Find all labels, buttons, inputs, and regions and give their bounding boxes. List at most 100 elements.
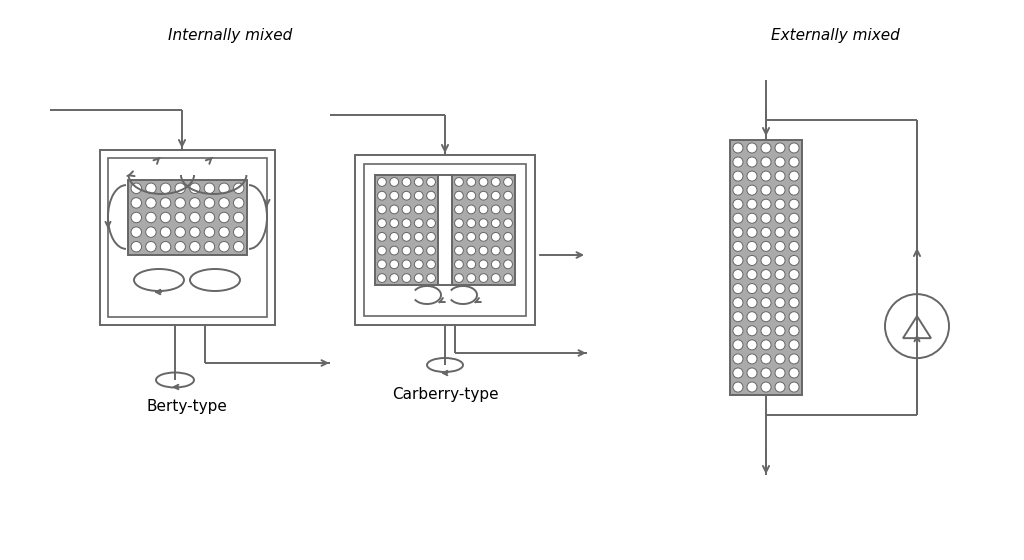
Circle shape xyxy=(761,298,771,307)
Circle shape xyxy=(378,219,386,227)
Circle shape xyxy=(427,274,435,282)
Circle shape xyxy=(790,171,799,181)
Circle shape xyxy=(761,227,771,237)
Circle shape xyxy=(733,255,743,265)
Circle shape xyxy=(219,198,229,208)
Circle shape xyxy=(790,185,799,195)
Circle shape xyxy=(175,183,185,194)
Circle shape xyxy=(479,274,487,282)
Circle shape xyxy=(746,340,757,350)
Circle shape xyxy=(761,185,771,195)
Circle shape xyxy=(455,274,463,282)
Circle shape xyxy=(775,171,785,181)
Bar xyxy=(452,175,515,285)
Circle shape xyxy=(746,269,757,279)
Circle shape xyxy=(467,274,475,282)
Circle shape xyxy=(761,326,771,336)
Circle shape xyxy=(761,143,771,153)
Circle shape xyxy=(790,227,799,237)
Circle shape xyxy=(131,241,141,252)
Circle shape xyxy=(761,255,771,265)
Circle shape xyxy=(746,283,757,293)
Circle shape xyxy=(467,219,475,227)
Circle shape xyxy=(790,157,799,167)
Circle shape xyxy=(790,354,799,364)
Text: Internally mixed: Internally mixed xyxy=(168,27,292,43)
Circle shape xyxy=(746,227,757,237)
Circle shape xyxy=(746,171,757,181)
Circle shape xyxy=(775,241,785,251)
Circle shape xyxy=(733,312,743,322)
Circle shape xyxy=(378,260,386,269)
Circle shape xyxy=(161,241,171,252)
Circle shape xyxy=(189,183,200,194)
Circle shape xyxy=(415,205,423,214)
Circle shape xyxy=(885,294,949,358)
Circle shape xyxy=(492,192,500,200)
Ellipse shape xyxy=(156,372,194,388)
Circle shape xyxy=(161,227,171,237)
Circle shape xyxy=(378,192,386,200)
Circle shape xyxy=(390,219,398,227)
Circle shape xyxy=(175,227,185,237)
Circle shape xyxy=(455,232,463,241)
Circle shape xyxy=(504,205,512,214)
Circle shape xyxy=(390,274,398,282)
Circle shape xyxy=(790,269,799,279)
Circle shape xyxy=(455,192,463,200)
Circle shape xyxy=(415,232,423,241)
Circle shape xyxy=(761,199,771,209)
Circle shape xyxy=(415,246,423,255)
Circle shape xyxy=(733,213,743,223)
Circle shape xyxy=(378,205,386,214)
Circle shape xyxy=(746,368,757,378)
Bar xyxy=(355,155,535,325)
Circle shape xyxy=(390,178,398,186)
Circle shape xyxy=(790,298,799,307)
Circle shape xyxy=(467,232,475,241)
Circle shape xyxy=(504,274,512,282)
Circle shape xyxy=(746,213,757,223)
Circle shape xyxy=(415,219,423,227)
Circle shape xyxy=(161,212,171,223)
Circle shape xyxy=(761,354,771,364)
Circle shape xyxy=(390,260,398,269)
Circle shape xyxy=(427,232,435,241)
Circle shape xyxy=(790,312,799,322)
Circle shape xyxy=(145,227,156,237)
Circle shape xyxy=(467,205,475,214)
Circle shape xyxy=(504,246,512,255)
Circle shape xyxy=(733,382,743,392)
Circle shape xyxy=(733,157,743,167)
Circle shape xyxy=(775,269,785,279)
Circle shape xyxy=(492,232,500,241)
Circle shape xyxy=(775,255,785,265)
Bar xyxy=(364,164,526,316)
Circle shape xyxy=(733,227,743,237)
Circle shape xyxy=(204,241,215,252)
Circle shape xyxy=(775,326,785,336)
Circle shape xyxy=(204,212,215,223)
Circle shape xyxy=(790,199,799,209)
Circle shape xyxy=(131,183,141,194)
Circle shape xyxy=(204,183,215,194)
Circle shape xyxy=(378,178,386,186)
Circle shape xyxy=(175,198,185,208)
Circle shape xyxy=(775,340,785,350)
Circle shape xyxy=(455,178,463,186)
Circle shape xyxy=(504,178,512,186)
Circle shape xyxy=(415,178,423,186)
Circle shape xyxy=(790,326,799,336)
Circle shape xyxy=(761,340,771,350)
Circle shape xyxy=(761,213,771,223)
Circle shape xyxy=(746,185,757,195)
Circle shape xyxy=(479,232,487,241)
Circle shape xyxy=(415,260,423,269)
Circle shape xyxy=(775,298,785,307)
Circle shape xyxy=(775,354,785,364)
Circle shape xyxy=(189,241,200,252)
Circle shape xyxy=(504,192,512,200)
Circle shape xyxy=(455,246,463,255)
Circle shape xyxy=(427,205,435,214)
Circle shape xyxy=(378,232,386,241)
